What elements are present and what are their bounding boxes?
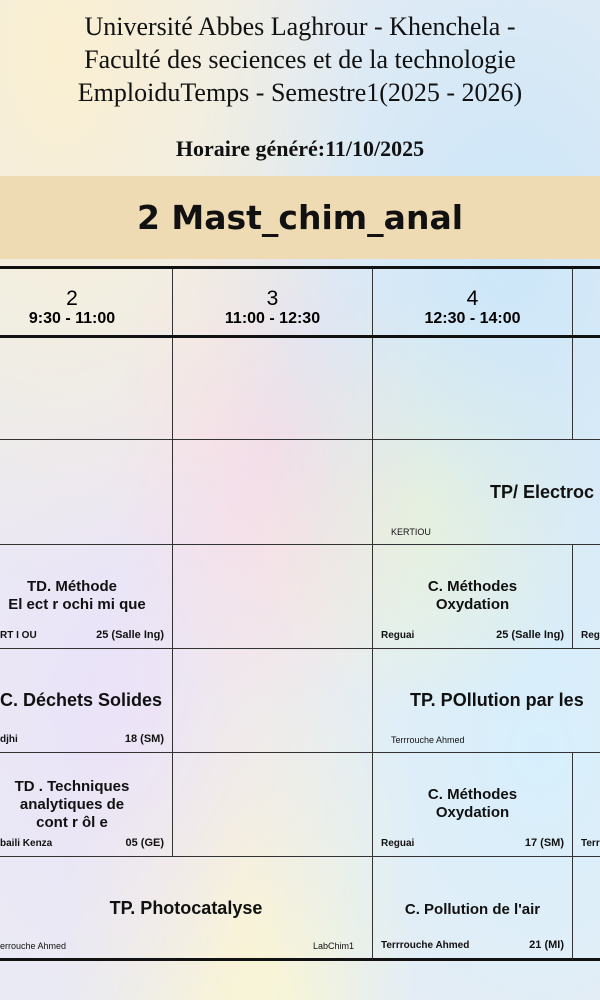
session-teacher: RT I OU: [0, 630, 37, 641]
header-bottom-border: [0, 335, 600, 338]
session-room: 17 (SM): [524, 837, 564, 849]
session-title: cont r ôl e: [36, 814, 108, 831]
empty-slot[interactable]: [173, 336, 373, 440]
header-line-1: Université Abbes Laghrour - Khenchela -: [84, 12, 516, 41]
column-time: 12:30 - 14:00: [424, 310, 521, 327]
session-teacher: djhi: [0, 734, 18, 745]
session-room: 18 (SM): [124, 733, 164, 745]
column-time: 9:30 - 11:00: [28, 310, 116, 327]
session-title: TP. Photocatalyse: [109, 898, 263, 918]
session-c-dechets[interactable]: C. Déchets Solides djhi 18 (SM): [0, 649, 173, 753]
column-header-3: 3 11:00 - 12:30: [173, 266, 373, 336]
session-title: analytiques de: [19, 796, 125, 813]
session-title: C. Déchets Solides: [0, 690, 163, 710]
session-partial[interactable]: Reg: [573, 545, 600, 649]
header-line-3: EmploiduTemps - Semestre1(2025 - 2026): [77, 78, 523, 107]
column-number: 4: [466, 287, 479, 310]
column-number: 3: [266, 287, 279, 310]
table-top-border: [0, 266, 600, 269]
column-header-5: [573, 266, 600, 336]
empty-slot[interactable]: [573, 336, 600, 440]
empty-slot[interactable]: [373, 336, 573, 440]
empty-slot[interactable]: [0, 440, 173, 545]
column-header-2: 2 9:30 - 11:00: [0, 266, 173, 336]
university-header: Université Abbes Laghrour - Khenchela - …: [0, 10, 600, 109]
session-title: Oxydation: [435, 804, 510, 821]
generated-date: Horaire généré:11/10/2025: [175, 136, 425, 161]
session-teacher: Reguai: [381, 630, 415, 641]
session-tp-photocatalyse[interactable]: TP. Photocatalyse errouche Ahmed LabChim…: [0, 857, 373, 961]
session-teacher: KERTIOU: [391, 527, 431, 537]
session-teacher: baili Kenza: [0, 838, 53, 849]
empty-slot[interactable]: [0, 336, 173, 440]
column-time: 11:00 - 12:30: [224, 310, 321, 327]
column-number: 2: [66, 287, 78, 310]
session-teacher: Terrrouche Ahmed: [391, 735, 465, 745]
empty-slot[interactable]: [173, 649, 373, 753]
session-c-pollution-air[interactable]: C. Pollution de l'air Terrrouche Ahmed 2…: [373, 857, 573, 961]
session-tp-pollution[interactable]: TP. POllution par les Terrrouche Ahmed: [373, 649, 600, 753]
session-title: El ect r ochi mi que: [8, 596, 146, 613]
empty-slot[interactable]: [573, 857, 600, 961]
empty-slot[interactable]: [173, 545, 373, 649]
header-line-2: Faculté des seciences et de la technolog…: [84, 45, 516, 74]
session-title: TP. POllution par les: [410, 690, 584, 710]
session-title: C. Méthodes: [427, 578, 518, 595]
session-teacher: Reguai: [381, 838, 415, 849]
session-room: LabChim1: [312, 941, 354, 951]
session-title: TP/ Electroc: [490, 482, 595, 502]
session-title: C. Méthodes: [427, 786, 518, 803]
session-title: Oxydation: [435, 596, 510, 613]
empty-slot[interactable]: [173, 753, 373, 857]
session-c-methodes[interactable]: C. Méthodes Oxydation Reguai 25 (Salle I…: [373, 545, 573, 649]
session-partial[interactable]: Terr: [573, 753, 600, 857]
session-title: TD. Méthode: [27, 578, 117, 595]
session-teacher: errouche Ahmed: [0, 941, 67, 951]
session-room: 21 (MI): [529, 939, 564, 951]
empty-slot[interactable]: [173, 440, 373, 545]
session-room: 05 (GE): [125, 837, 164, 849]
timetable: 2 9:30 - 11:00 3 11:00 - 12:30 4 12:30 -…: [0, 266, 600, 966]
session-td-techniques[interactable]: TD . Techniques analytiques de cont r ôl…: [0, 753, 173, 857]
session-teacher: Reg: [581, 630, 600, 641]
session-teacher: Terrrouche Ahmed: [381, 940, 470, 951]
session-tp-electro[interactable]: TP/ Electroc KERTIOU: [373, 440, 600, 545]
session-title: C. Pollution de l'air: [404, 901, 541, 918]
column-header-4: 4 12:30 - 14:00: [373, 266, 573, 336]
session-teacher: Terr: [581, 838, 600, 849]
session-room: 25 (Salle Ing): [96, 629, 164, 641]
session-td-methode[interactable]: TD. Méthode El ect r ochi mi que RT I OU…: [0, 545, 173, 649]
session-c-methodes-2[interactable]: C. Méthodes Oxydation Reguai 17 (SM): [373, 753, 573, 857]
session-room: 25 (Salle Ing): [496, 629, 564, 641]
session-title: TD . Techniques: [14, 778, 130, 795]
group-title: 2 Mast_chim_anal: [0, 176, 600, 259]
